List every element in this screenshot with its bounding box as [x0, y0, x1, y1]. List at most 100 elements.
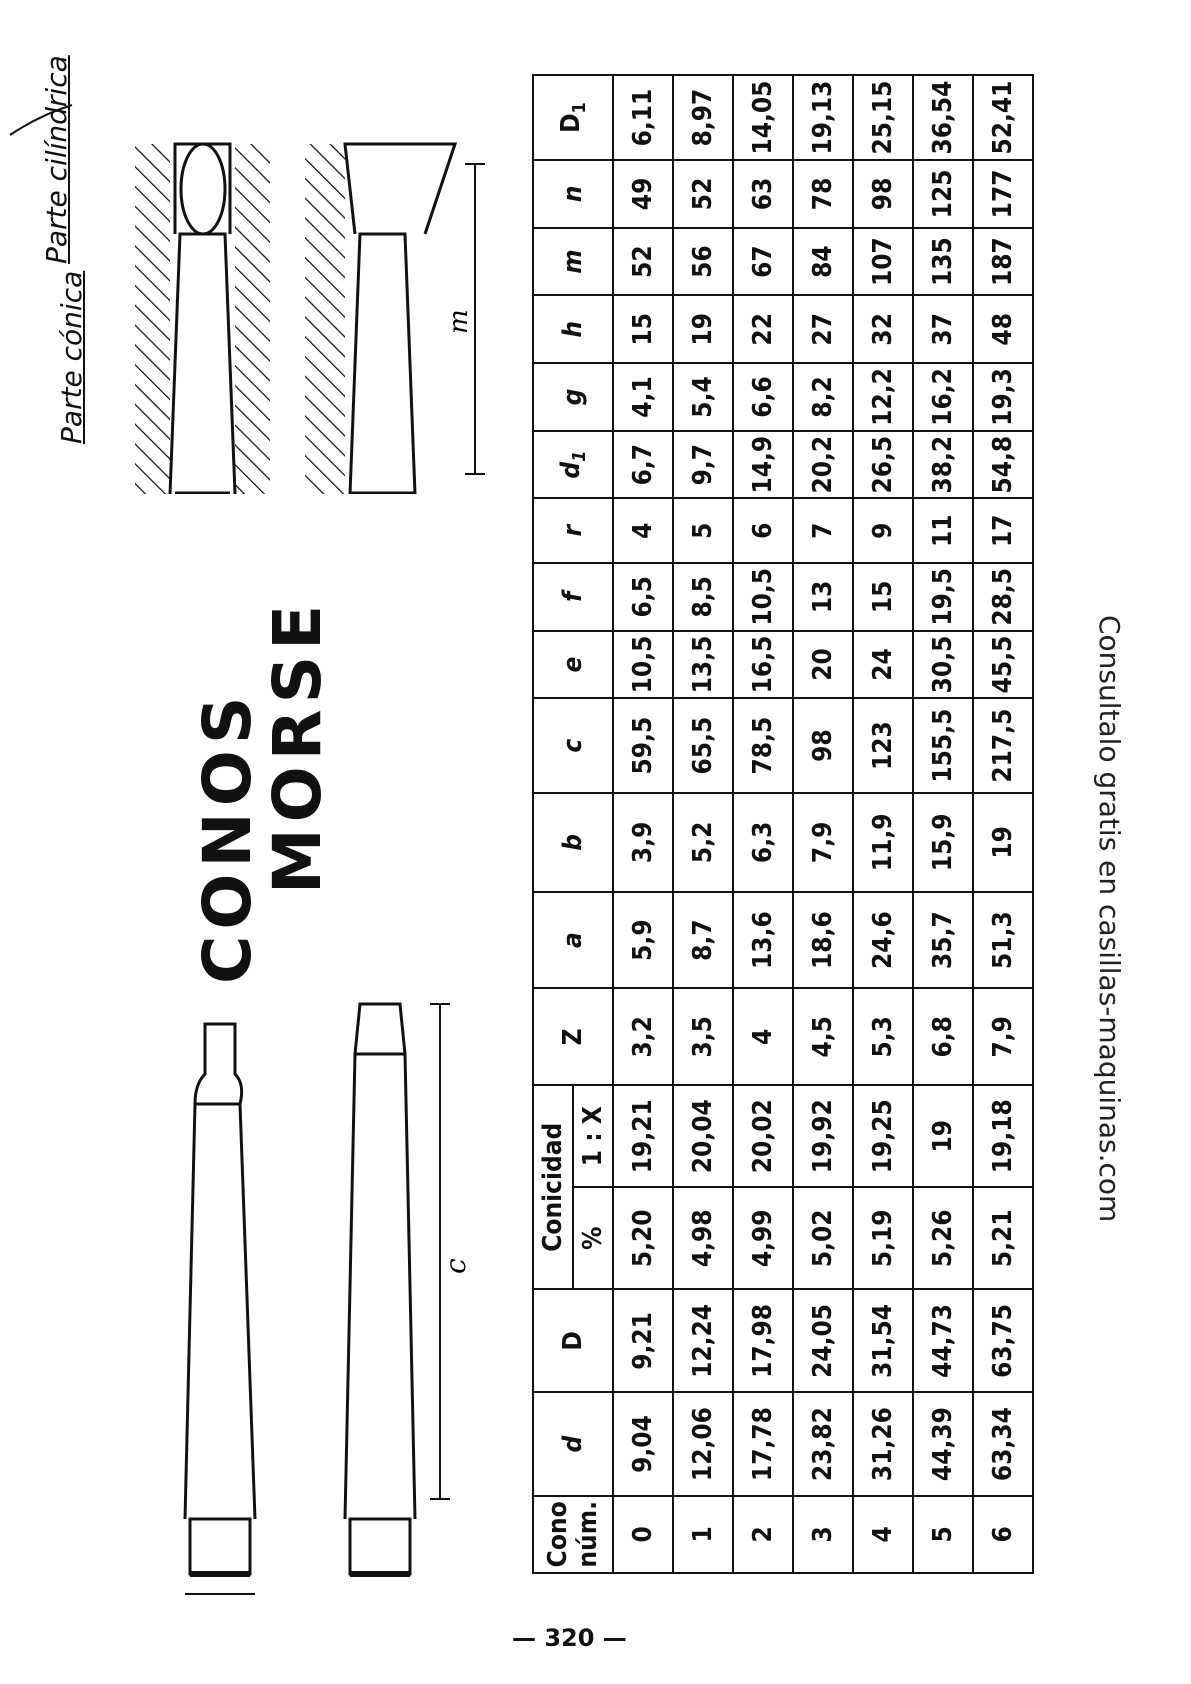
cell-d1: 26,5 [853, 430, 913, 499]
cell-n: 78 [793, 160, 853, 228]
cell-D: 31,54 [853, 1289, 913, 1393]
cell-e: 20 [793, 630, 853, 699]
cell-b: 3,9 [613, 792, 673, 892]
cell-Z: 3,5 [673, 988, 733, 1086]
cell-r: 11 [913, 498, 973, 563]
header-D: D [533, 1289, 613, 1393]
cell-g: 19,3 [973, 363, 1033, 431]
cell-e: 13,5 [673, 630, 733, 699]
header-b: b [533, 792, 613, 892]
cell-pct: 5,26 [913, 1187, 973, 1290]
cell-cono: 0 [613, 1495, 673, 1573]
cell-m: 84 [793, 227, 853, 296]
cell-e: 24 [853, 630, 913, 699]
table-row: 4 31,26 31,54 5,19 19,25 5,3 24,6 11,9 123 24 15 9 2… [853, 75, 913, 1573]
cell-h: 15 [613, 295, 673, 364]
table-row: 1 12,06 12,24 4,98 20,04 3,5 8,7 5,2 65,5 13,5 8,5… [673, 75, 733, 1573]
cell-c: 98 [793, 698, 853, 793]
cell-cono: 4 [853, 1495, 913, 1573]
header-conicidad: Conicidad [533, 1085, 573, 1290]
cell-D: 17,98 [733, 1289, 793, 1393]
cell-r: 7 [793, 498, 853, 563]
header-cono: Cono núm. [533, 1495, 613, 1573]
cell-D1: 25,15 [853, 75, 913, 161]
label-parte-cilindrica: Parte cilíndrica [40, 55, 73, 264]
header-ratio: 1 : X [573, 1085, 613, 1188]
cell-Z: 6,8 [913, 988, 973, 1086]
cell-r: 5 [673, 498, 733, 563]
cell-c: 123 [853, 698, 913, 793]
header-d1: d1 [533, 430, 613, 499]
cell-D1: 19,13 [793, 75, 853, 161]
cell-c: 217,5 [973, 698, 1033, 793]
cell-cono: 6 [973, 1495, 1033, 1573]
cell-c: 78,5 [733, 698, 793, 793]
cell-Z: 5,3 [853, 988, 913, 1086]
cell-cono: 1 [673, 1495, 733, 1573]
cell-m: 67 [733, 227, 793, 296]
table-row: 0 9,04 9,21 5,20 19,21 3,2 5,9 3,9 59,5 10,5 6,5 4 6… [613, 75, 673, 1573]
header-D1: D1 [533, 75, 613, 161]
morse-taper-table: Cono núm. d D Conicidad Z a b c e f r d1… [532, 74, 1034, 1574]
cell-D: 24,05 [793, 1289, 853, 1393]
cell-b: 6,3 [733, 792, 793, 892]
cell-r: 9 [853, 498, 913, 563]
cell-f: 6,5 [613, 562, 673, 631]
cell-m: 52 [613, 227, 673, 296]
header-r: r [533, 498, 613, 563]
cell-n: 63 [733, 160, 793, 228]
cell-pct: 4,99 [733, 1187, 793, 1290]
header-h: h [533, 295, 613, 364]
table-row: 3 23,82 24,05 5,02 19,92 4,5 18,6 7,9 98 20 13 7 20,… [793, 75, 853, 1573]
cell-f: 13 [793, 562, 853, 631]
cell-c: 59,5 [613, 698, 673, 793]
cell-pct: 5,21 [973, 1187, 1033, 1290]
cell-m: 56 [673, 227, 733, 296]
table-row: 5 44,39 44,73 5,26 19 6,8 35,7 15,9 155,5 30,5 19,… [913, 75, 973, 1573]
cell-m: 107 [853, 227, 913, 296]
cell-pct: 5,02 [793, 1187, 853, 1290]
cell-ratio: 19,92 [793, 1085, 853, 1188]
header-m: m [533, 227, 613, 296]
cell-a: 35,7 [913, 891, 973, 989]
cell-d1: 6,7 [613, 430, 673, 499]
cell-D1: 52,41 [973, 75, 1033, 161]
cell-d1: 9,7 [673, 430, 733, 499]
cell-m: 187 [973, 227, 1033, 296]
cell-f: 19,5 [913, 562, 973, 631]
cell-g: 4,1 [613, 363, 673, 431]
cell-r: 6 [733, 498, 793, 563]
cell-g: 8,2 [793, 363, 853, 431]
cell-d: 63,34 [973, 1392, 1033, 1496]
cell-b: 11,9 [853, 792, 913, 892]
cell-Z: 4,5 [793, 988, 853, 1086]
cell-Z: 3,2 [613, 988, 673, 1086]
cell-h: 32 [853, 295, 913, 364]
cell-D: 44,73 [913, 1289, 973, 1393]
cell-b: 15,9 [913, 792, 973, 892]
cell-h: 27 [793, 295, 853, 364]
cell-Z: 7,9 [973, 988, 1033, 1086]
cell-m: 135 [913, 227, 973, 296]
cell-D1: 6,11 [613, 75, 673, 161]
cell-n: 177 [973, 160, 1033, 228]
header-d: d [533, 1392, 613, 1496]
cell-pct: 4,98 [673, 1187, 733, 1290]
cell-d: 17,78 [733, 1392, 793, 1496]
cell-pct: 5,20 [613, 1187, 673, 1290]
cell-g: 12,2 [853, 363, 913, 431]
cell-f: 10,5 [733, 562, 793, 631]
cell-pct: 5,19 [853, 1187, 913, 1290]
table-row: 6 63,34 63,75 5,21 19,18 7,9 51,3 19 217,5 45,5 28… [973, 75, 1033, 1573]
cell-d: 31,26 [853, 1392, 913, 1496]
cell-d: 44,39 [913, 1392, 973, 1496]
cell-h: 22 [733, 295, 793, 364]
cell-cono: 2 [733, 1495, 793, 1573]
header-e: e [533, 630, 613, 699]
cell-g: 5,4 [673, 363, 733, 431]
cell-b: 19 [973, 792, 1033, 892]
title-morse: MORSE [259, 598, 336, 894]
cell-n: 49 [613, 160, 673, 228]
cell-D: 9,21 [613, 1289, 673, 1393]
